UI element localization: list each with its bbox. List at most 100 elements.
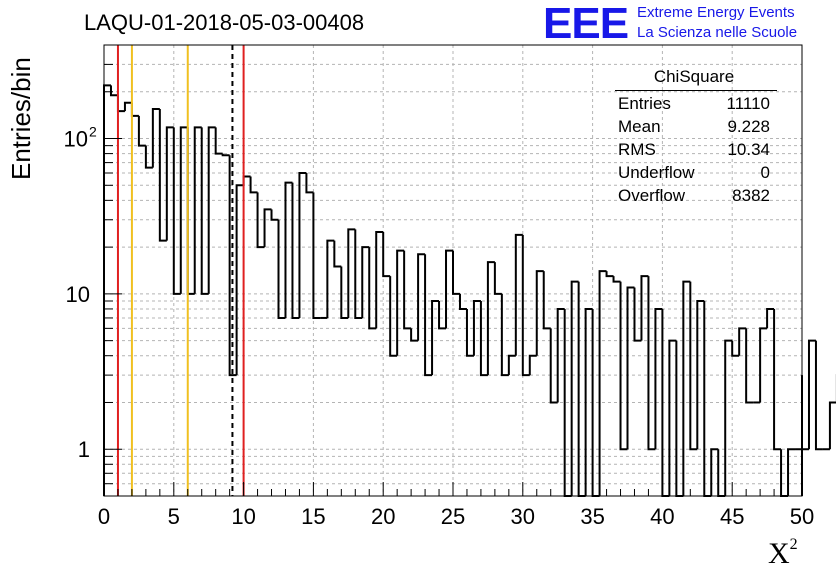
histogram-bin xyxy=(340,266,349,319)
histogram-bin xyxy=(647,276,656,451)
histogram-bin xyxy=(424,254,433,377)
histogram-bin xyxy=(291,182,300,319)
x-tick-label: 0 xyxy=(98,504,110,529)
histogram-bin xyxy=(452,250,460,295)
histogram-bin xyxy=(438,300,447,330)
histogram-bin xyxy=(675,340,684,497)
histogram-bin xyxy=(193,126,202,294)
histogram-bin xyxy=(570,280,579,496)
y-tick-label: 10 xyxy=(64,127,88,152)
histogram-bin xyxy=(500,293,509,377)
histogram-bin xyxy=(619,281,628,451)
histogram-bin xyxy=(354,229,363,319)
histogram-bin xyxy=(814,340,823,451)
stats-value: 9.228 xyxy=(727,117,770,136)
stats-label: Underflow xyxy=(618,163,695,182)
histogram-bin xyxy=(787,448,796,496)
y-axis-label: Entries/bin xyxy=(6,57,36,180)
y-tick-label-exponent: 2 xyxy=(89,124,97,140)
histogram-bin xyxy=(745,328,754,404)
histogram-bin xyxy=(312,192,321,319)
stats-row-rms: RMS 10.34 xyxy=(618,140,770,162)
histogram-bin xyxy=(710,448,719,496)
x-tick-label: 45 xyxy=(720,504,744,529)
stats-value: 0 xyxy=(760,163,770,182)
histogram-bin xyxy=(668,339,677,496)
histogram-bin xyxy=(465,308,474,357)
histogram-bin xyxy=(123,101,132,112)
x-tick-label: 25 xyxy=(441,504,465,529)
x-tick-label: 5 xyxy=(168,504,180,529)
histogram-bin xyxy=(249,176,258,194)
x-axis-label: X2 xyxy=(768,536,798,571)
histogram-bin xyxy=(151,107,160,168)
histogram-bin xyxy=(235,184,244,376)
histogram-bin xyxy=(179,126,188,294)
stats-row-overflow: Overflow 8382 xyxy=(618,186,770,208)
histogram-bin xyxy=(535,270,544,356)
histogram-bin xyxy=(410,328,419,342)
histogram-bin xyxy=(417,253,426,341)
histogram-bin xyxy=(326,239,335,318)
eee-logo: EEE xyxy=(543,0,629,48)
histogram-bin xyxy=(221,153,230,157)
histogram-bin xyxy=(682,280,691,496)
y-tick-label: 10 xyxy=(66,282,90,307)
stats-row-entries: Entries 11110 xyxy=(618,94,770,116)
histogram-bin xyxy=(284,181,293,318)
histogram-bin xyxy=(696,299,705,450)
x-tick-label: 10 xyxy=(231,504,255,529)
stats-row-mean: Mean 9.228 xyxy=(618,117,770,139)
logo-line-2: La Scienza nelle Scuole xyxy=(637,24,798,41)
histogram-bin xyxy=(759,327,768,403)
histogram-bin xyxy=(277,219,286,319)
histogram-bin xyxy=(116,95,125,113)
histogram-bin xyxy=(773,308,782,451)
stats-label: Entries xyxy=(618,94,671,113)
histogram-bin xyxy=(333,240,342,268)
histogram-bin xyxy=(640,275,649,341)
cut-lines xyxy=(116,45,245,496)
stats-box-title: ChiSquare xyxy=(653,67,735,86)
histogram-bin xyxy=(445,249,453,329)
stats-label: Mean xyxy=(618,117,661,136)
histogram-bin xyxy=(479,300,488,377)
histogram-bin xyxy=(207,126,216,294)
x-tick-label: 50 xyxy=(790,504,814,529)
histogram-bin xyxy=(458,293,467,310)
histogram-bin xyxy=(403,250,412,330)
histogram-bin xyxy=(703,300,712,497)
histogram-bin xyxy=(549,328,558,404)
stats-value: 8382 xyxy=(732,186,770,205)
histogram-bin xyxy=(298,171,307,318)
histogram-bin xyxy=(347,228,356,318)
y-tick-label: 1 xyxy=(78,437,90,462)
stats-row-underflow: Underflow 0 xyxy=(618,163,770,185)
histogram-bin xyxy=(165,126,174,241)
histogram-bin xyxy=(137,115,146,147)
histogram-bin xyxy=(493,262,502,295)
x-tick-label: 15 xyxy=(301,504,325,529)
histogram-bin xyxy=(158,108,167,242)
histogram-bin xyxy=(556,307,565,403)
histogram-bin xyxy=(766,307,775,329)
histogram-bin xyxy=(514,233,523,356)
histogram-bin xyxy=(214,127,223,155)
histogram-bin xyxy=(389,276,398,357)
histogram-bin xyxy=(598,270,607,496)
histogram-bin xyxy=(738,327,747,356)
x-tick-label: 20 xyxy=(371,504,395,529)
histogram-bin xyxy=(654,307,663,450)
histogram-bin xyxy=(584,307,593,496)
histogram-bin xyxy=(605,271,614,278)
stats-label: Overflow xyxy=(618,186,686,205)
histogram-bin xyxy=(305,172,314,194)
stats-label: RMS xyxy=(618,140,656,159)
histogram-bin xyxy=(361,246,370,318)
histogram-bin xyxy=(103,84,111,496)
x-tick-label: 40 xyxy=(650,504,674,529)
x-axis-label-superscript: 2 xyxy=(789,536,798,553)
histogram-bin xyxy=(528,354,537,376)
